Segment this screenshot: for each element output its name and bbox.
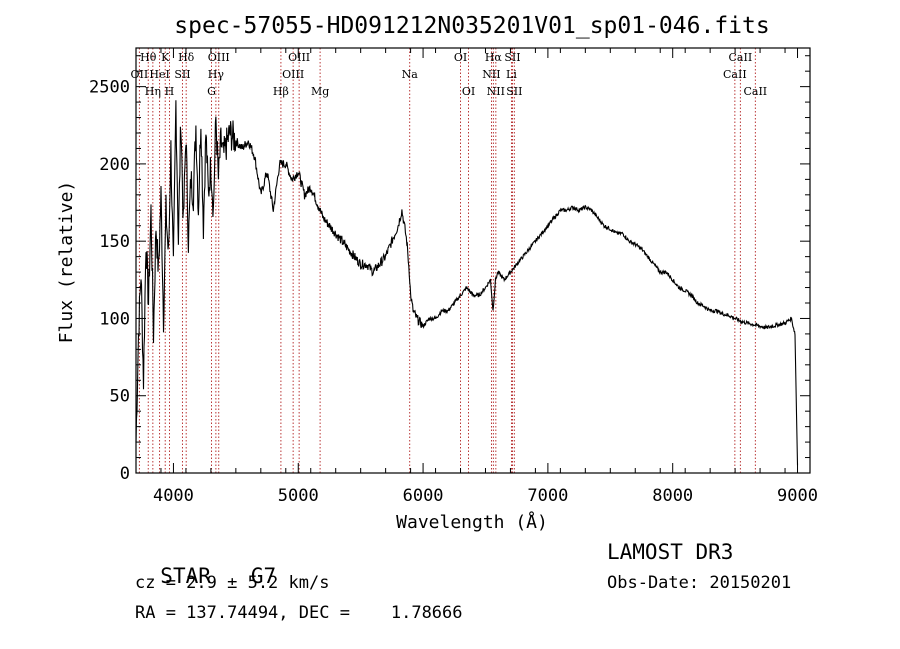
x-tick-label-1: 5000 [278, 486, 319, 506]
line-label-11: OIII [288, 51, 310, 64]
line-label-24: CaII [729, 51, 753, 64]
line-label-16: OI [454, 51, 467, 64]
y-axis-label: Flux (relative) [56, 181, 77, 344]
line-label-13: Hβ [273, 85, 289, 98]
x-tick-label-3: 7000 [527, 486, 568, 506]
line-label-8: OIII [208, 51, 230, 64]
spectrum-line [135, 100, 799, 466]
line-label-7: SII [174, 68, 190, 81]
line-label-18: Hα [485, 51, 503, 64]
x-axis-label: Wavelength (Å) [396, 511, 548, 533]
line-label-20: NII [482, 68, 500, 81]
spectral-line-markers [138, 48, 756, 473]
spectral-line-labels: Hθ OII Hη K HeI H Hδ SII OIII Hγ G OIII OIII Hβ Mg Na OI… [131, 51, 768, 98]
x-tick-label-0: 4000 [153, 486, 194, 506]
plot-frame [135, 47, 811, 474]
line-label-23: SII [506, 85, 522, 98]
line-label-14: Mg [311, 85, 329, 98]
y-tick-label-1: 50 [110, 387, 130, 407]
line-label-21: Li [506, 68, 517, 81]
velocity-readout: cz = 2.9 ± 5.2 km/s [135, 573, 330, 593]
coordinates: RA = 137.74494, DEC = 1.78666 [135, 603, 463, 623]
line-label-3: K [161, 51, 170, 64]
chart-title: spec-57055-HD091212N035201V01_sp01-046.f… [174, 13, 769, 39]
line-label-0: Hθ [140, 51, 157, 64]
line-label-6: Hδ [178, 51, 195, 64]
x-axis: 4000 5000 6000 7000 8000 9000 [135, 48, 818, 506]
line-label-15: Na [402, 68, 419, 81]
line-label-10: G [207, 85, 216, 98]
y-tick-label-2: 100 [99, 309, 130, 329]
y-tick-label-4: 200 [99, 155, 130, 175]
x-tick-label-5: 9000 [777, 486, 818, 506]
line-label-22: NII [487, 85, 505, 98]
line-label-26: CaII [743, 85, 767, 98]
line-label-5: H [165, 85, 175, 98]
x-tick-label-2: 6000 [403, 486, 444, 506]
line-label-25: CaII [723, 68, 747, 81]
subclass-text: G7 [250, 564, 277, 588]
object-class: STAR G7 [135, 540, 276, 588]
line-label-2: Hη [145, 85, 161, 98]
line-label-4: HeI [149, 68, 169, 81]
survey-label: LAMOST DR3 [607, 540, 734, 564]
object-class-text: STAR [160, 564, 211, 588]
y-tick-label-3: 150 [99, 232, 130, 252]
y-axis: 0 50 100 150 200 2500 [89, 55, 810, 484]
line-label-17: OI [462, 85, 475, 98]
y-tick-label-5: 2500 [89, 78, 130, 98]
obs-date: Obs-Date: 20150201 [607, 573, 792, 593]
line-label-1: OII [131, 68, 149, 81]
line-label-12: OIII [282, 68, 304, 81]
line-label-9: Hγ [208, 68, 225, 81]
line-label-19: SII [504, 51, 520, 64]
x-tick-label-4: 8000 [652, 486, 693, 506]
y-tick-label-0: 0 [120, 464, 130, 484]
